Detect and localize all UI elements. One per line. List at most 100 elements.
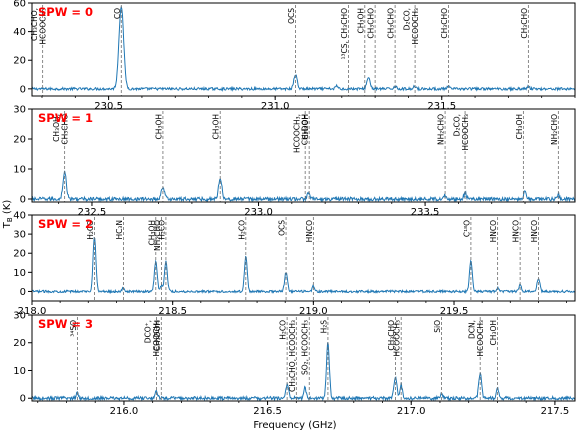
line-label-3-10-0: DCN, — [467, 320, 476, 339]
line-label-0-6-0: CH₃CHO — [387, 8, 396, 39]
line-label-3-11-0: CH₃OH — [489, 320, 498, 345]
line-label-2-4-0: H₂CO — [157, 220, 166, 240]
y-tick-label-3-2: 20 — [13, 338, 26, 349]
line-label-1-5-0: NH₂CHO — [437, 114, 446, 145]
spectrum-line-3 — [31, 342, 576, 402]
plot-frame-3 — [31, 314, 576, 402]
y-tick-label-2-2: 20 — [13, 249, 26, 260]
plot-frame-0 — [31, 2, 576, 97]
spectrum-line-1 — [31, 170, 576, 203]
line-label-3-2-0: CH₃DOH — [153, 320, 162, 351]
y-tick-label-0-1: 20 — [13, 56, 26, 67]
y-axis-title: TB (K) — [2, 200, 14, 230]
line-label-1-6-0: D₂CO, — [452, 114, 461, 136]
line-label-1-1-0: CH₃OH — [154, 114, 163, 139]
x-tick-label-3-2: 217.0 — [397, 406, 426, 417]
panel-label-3: SPW = 3 — [38, 317, 93, 331]
plot-frame-1 — [31, 108, 576, 203]
y-tick-label-3-1: 10 — [13, 366, 26, 377]
line-label-3-4-0: CH₃CHO, HCOOCH₃ — [288, 320, 297, 392]
plot-frame-2 — [31, 214, 576, 302]
x-tick-label-3-1: 216.5 — [253, 406, 282, 417]
x-tick-label-2-0: 218.0 — [18, 306, 47, 317]
line-label-2-7-0: HNCO — [305, 220, 314, 242]
x-tick-label-1-1: 233.0 — [244, 207, 273, 218]
line-label-1-0-0: CH₃OH, — [52, 114, 61, 142]
line-label-3-6-0: H₂S — [319, 320, 328, 334]
y-tick-label-2-4: 40 — [13, 211, 26, 222]
y-tick-label-1-3: 30 — [13, 105, 26, 116]
line-label-3-3-0: H₂CO — [279, 320, 288, 340]
line-label-0-2-0: OCS — [287, 8, 296, 24]
x-tick-label-3-3: 217.5 — [541, 406, 570, 417]
line-label-0-0-0: CH₃CHO, — [30, 8, 39, 41]
x-tick-label-2-2: 219.0 — [299, 306, 328, 317]
y-tick-label-3-3: 30 — [13, 311, 26, 322]
line-label-2-9-0: HNCO — [489, 220, 498, 242]
x-tick-label-1-2: 233.5 — [411, 207, 440, 218]
y-tick-label-0-2: 40 — [13, 27, 26, 38]
line-label-2-2-0: CH₃OH — [147, 220, 156, 245]
line-label-2-11-0: HNCO — [530, 220, 539, 242]
line-label-3-7-0: CH₃CHO — [387, 320, 396, 351]
line-label-2-1-0: HC₃N — [115, 220, 124, 240]
line-label-0-9-0: CH₃CHO — [520, 8, 529, 39]
line-label-3-0-0: ³⁴SO — [69, 320, 78, 337]
line-label-1-8-0: NH₂CHO — [550, 114, 559, 145]
line-label-0-1-0: CO — [113, 8, 122, 19]
spectrum-line-2 — [31, 237, 576, 295]
x-tick-label-1-0: 232.5 — [78, 207, 107, 218]
line-label-3-1-1: HCOOCH₃ — [152, 320, 161, 357]
y-tick-label-2-3: 30 — [13, 230, 26, 241]
line-label-3-1-0: DCO⁺, — [144, 320, 153, 343]
line-label-1-6-1: HCOOCH₃ — [461, 114, 470, 151]
line-label-2-10-0: HNCO — [512, 220, 521, 242]
line-label-3-9-0: SiO — [433, 320, 442, 333]
line-label-1-0-1: CH₃CHO — [60, 114, 69, 145]
line-label-2-0-0: H₂CO — [86, 220, 95, 240]
line-label-2-8-0: C¹⁸O — [462, 220, 471, 237]
spw-panel-1: CH₃OH, CH₃CHO CH₃OH CH₃OH HCOOCH₃, CH₃OHCH₃DO… — [13, 105, 576, 218]
x-tick-label-0-1: 231.0 — [261, 101, 290, 112]
line-label-0-3-0: ¹³CS, CH₃CHO — [340, 8, 349, 60]
line-label-0-7-0: D₂CO, — [402, 8, 411, 30]
line-label-1-3-0: HCOOCH₃, — [292, 114, 301, 153]
line-label-3-5-0: SO₂, HCOOCH₃ — [301, 320, 310, 375]
y-tick-label-0-0: 0 — [20, 84, 26, 95]
y-tick-label-0-3: 60 — [13, 0, 26, 10]
line-label-0-7-1: HCOOCH₃ — [411, 8, 420, 45]
line-label-2-3-0: NH₂CHO — [153, 220, 162, 251]
line-label-0-8-0: CH₃CHO — [440, 8, 449, 39]
line-label-2-5-0: H₂CO — [237, 220, 246, 240]
panel-label-2: SPW = 2 — [38, 217, 93, 231]
y-tick-label-1-1: 10 — [13, 165, 26, 176]
line-label-1-7-0: CH₃OH — [515, 114, 524, 139]
panel-label-1: SPW = 1 — [38, 111, 93, 125]
y-tick-label-1-2: 20 — [13, 135, 26, 146]
line-label-0-5-0: CH₃CHO — [367, 8, 376, 39]
line-label-0-4-0: CH₃OH — [356, 8, 365, 33]
y-tick-label-2-1: 10 — [13, 268, 26, 279]
spectrum-line-0 — [31, 6, 576, 92]
x-tick-label-0-2: 231.5 — [427, 101, 456, 112]
line-label-1-4-0: CH₃DOH — [301, 114, 310, 145]
line-label-0-0-1: HCOOCH₃ — [38, 8, 47, 45]
line-label-3-10-1: HCOOCH₃ — [476, 320, 485, 357]
y-tick-label-2-0: 0 — [20, 287, 26, 298]
x-axis-title: Frequency (GHz) — [253, 420, 336, 431]
line-label-1-2-0: CH₃OH — [212, 114, 221, 139]
line-label-1-3-1: CH₃OH — [301, 114, 310, 139]
panels-group: CH₃CHO, HCOOCH₃ CO OCS ¹³CS, CH₃CHO CH₃OH CH₃C… — [13, 0, 576, 417]
spw-panel-0: CH₃CHO, HCOOCH₃ CO OCS ¹³CS, CH₃CHO CH₃OH CH₃C… — [13, 0, 576, 112]
x-tick-label-2-1: 218.5 — [158, 306, 187, 317]
y-tick-label-3-0: 0 — [20, 394, 26, 405]
x-tick-label-3-0: 216.0 — [110, 406, 139, 417]
x-tick-label-2-3: 219.5 — [440, 306, 469, 317]
panel-label-0: SPW = 0 — [38, 5, 93, 19]
x-tick-label-0-0: 230.5 — [94, 101, 123, 112]
y-tick-label-1-0: 0 — [20, 195, 26, 206]
line-label-2-6-0: OCS — [278, 220, 287, 236]
